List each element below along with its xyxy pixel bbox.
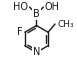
Text: OH: OH — [45, 2, 60, 12]
Text: HO: HO — [13, 2, 28, 12]
Text: B: B — [33, 9, 40, 19]
Text: N: N — [33, 47, 40, 57]
Text: F: F — [17, 27, 23, 37]
Text: CH₃: CH₃ — [57, 20, 74, 29]
